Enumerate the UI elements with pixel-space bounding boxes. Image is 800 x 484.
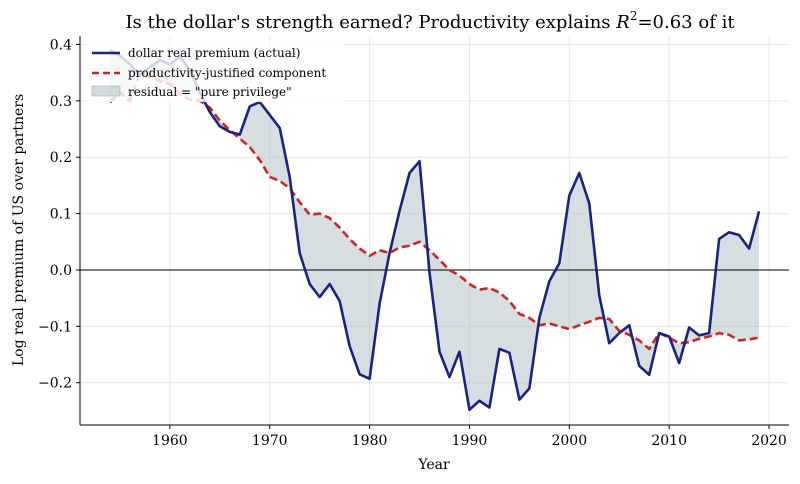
chart-title: Is the dollar's strength earned? Product… (125, 9, 735, 33)
legend-label-residual: residual = "pure privilege" (128, 85, 292, 99)
x-tick-label: 1990 (452, 433, 488, 449)
x-tick-label: 2020 (751, 433, 787, 449)
y-tick-label: 0.2 (50, 150, 72, 166)
x-tick-label: 1960 (152, 433, 188, 449)
x-tick-label: 2000 (551, 433, 587, 449)
y-tick-label: −0.1 (38, 319, 72, 335)
x-tick-label: 1970 (252, 433, 288, 449)
x-tick-label: 2010 (651, 433, 687, 449)
x-axis-label: Year (417, 457, 450, 473)
y-tick-label: −0.2 (38, 376, 72, 392)
y-ticks: −0.2 −0.1 0.0 0.1 0.2 0.3 0.4 (38, 37, 80, 392)
y-tick-label: 0.4 (50, 37, 72, 53)
y-axis-label: Log real premium of US over partners (11, 94, 27, 366)
y-tick-label: 0.1 (50, 207, 72, 223)
legend-label-actual: dollar real premium (actual) (128, 46, 300, 60)
y-tick-label: 0.3 (50, 94, 72, 110)
legend-label-productivity: productivity-justified component (128, 66, 326, 80)
legend: dollar real premium (actual) productivit… (86, 42, 344, 102)
residual-area (109, 50, 760, 410)
x-tick-label: 1980 (352, 433, 388, 449)
legend-swatch-residual (91, 85, 121, 97)
series-layer (109, 48, 761, 412)
residual-fill-layer (109, 50, 760, 410)
productivity-component-line (109, 72, 760, 351)
y-tick-label: 0.0 (50, 263, 72, 279)
actual-premium-line (109, 48, 761, 412)
x-ticks: 1960 1970 1980 1990 2000 2010 2020 (152, 425, 787, 449)
legend-box (86, 42, 344, 102)
